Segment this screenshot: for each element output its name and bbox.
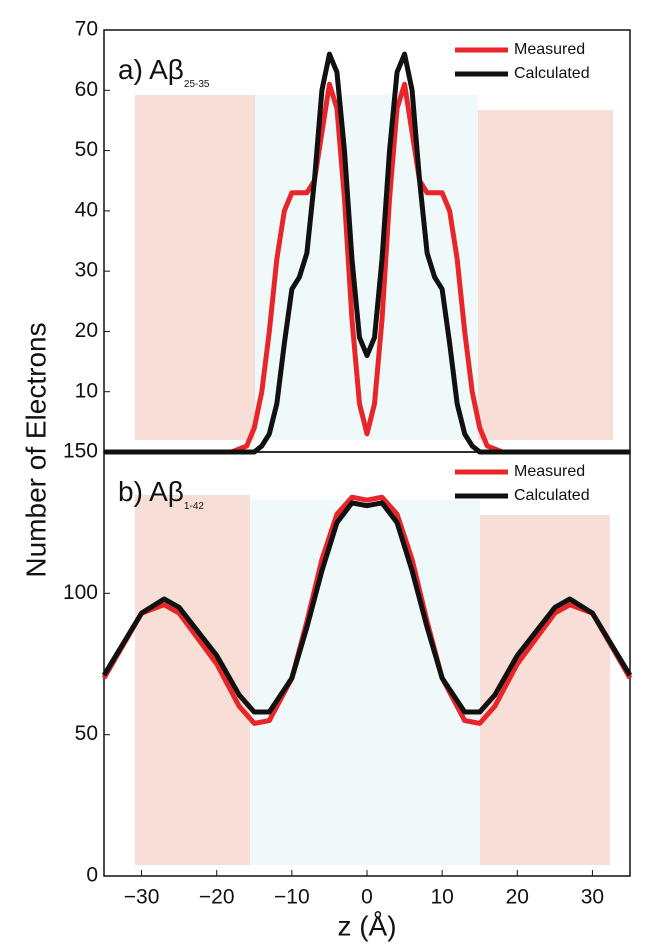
data-line (101, 494, 633, 726)
y-tick-label: 150 (63, 440, 98, 463)
panel-title: b) Aβ1-42 (118, 476, 204, 511)
y-tick-label: 50 (75, 722, 98, 745)
y-tick-label: 60 (75, 78, 98, 101)
panel-title-subscript: 25-35 (184, 79, 210, 90)
y-tick-label: 50 (75, 138, 98, 161)
y-tick-label: 70 (75, 18, 98, 41)
y-tick-label: 100 (63, 581, 98, 604)
legend-label: Measured (514, 41, 585, 58)
x-tick-label: 30 (581, 886, 604, 909)
data-line (104, 81, 630, 455)
y-tick-label: 30 (75, 259, 98, 282)
x-axis-label: z (Å) (337, 910, 396, 941)
data-line (101, 500, 633, 715)
legend-label: Measured (514, 463, 585, 480)
x-tick-label: −30 (124, 886, 160, 909)
legend-label: Calculated (514, 487, 590, 504)
data-line (104, 51, 630, 455)
y-tick-label: 40 (75, 198, 98, 221)
x-tick-label: 20 (506, 886, 529, 909)
panel-title-subscript: 1-42 (184, 501, 204, 512)
panel-title: a) Aβ25-35 (118, 54, 210, 89)
y-tick-label: 20 (75, 319, 98, 342)
y-axis-label: Number of Electrons (20, 322, 51, 577)
x-tick-label: −10 (274, 886, 310, 909)
panel-title-main: b) Aβ (118, 476, 184, 507)
legend-label: Calculated (514, 65, 590, 82)
x-tick-label: −20 (199, 886, 235, 909)
y-tick-label: 0 (86, 864, 98, 887)
y-tick-label: 10 (75, 379, 98, 402)
x-tick-label: 0 (361, 886, 373, 909)
x-tick-label: 10 (430, 886, 453, 909)
panel-title-main: a) Aβ (118, 54, 184, 85)
